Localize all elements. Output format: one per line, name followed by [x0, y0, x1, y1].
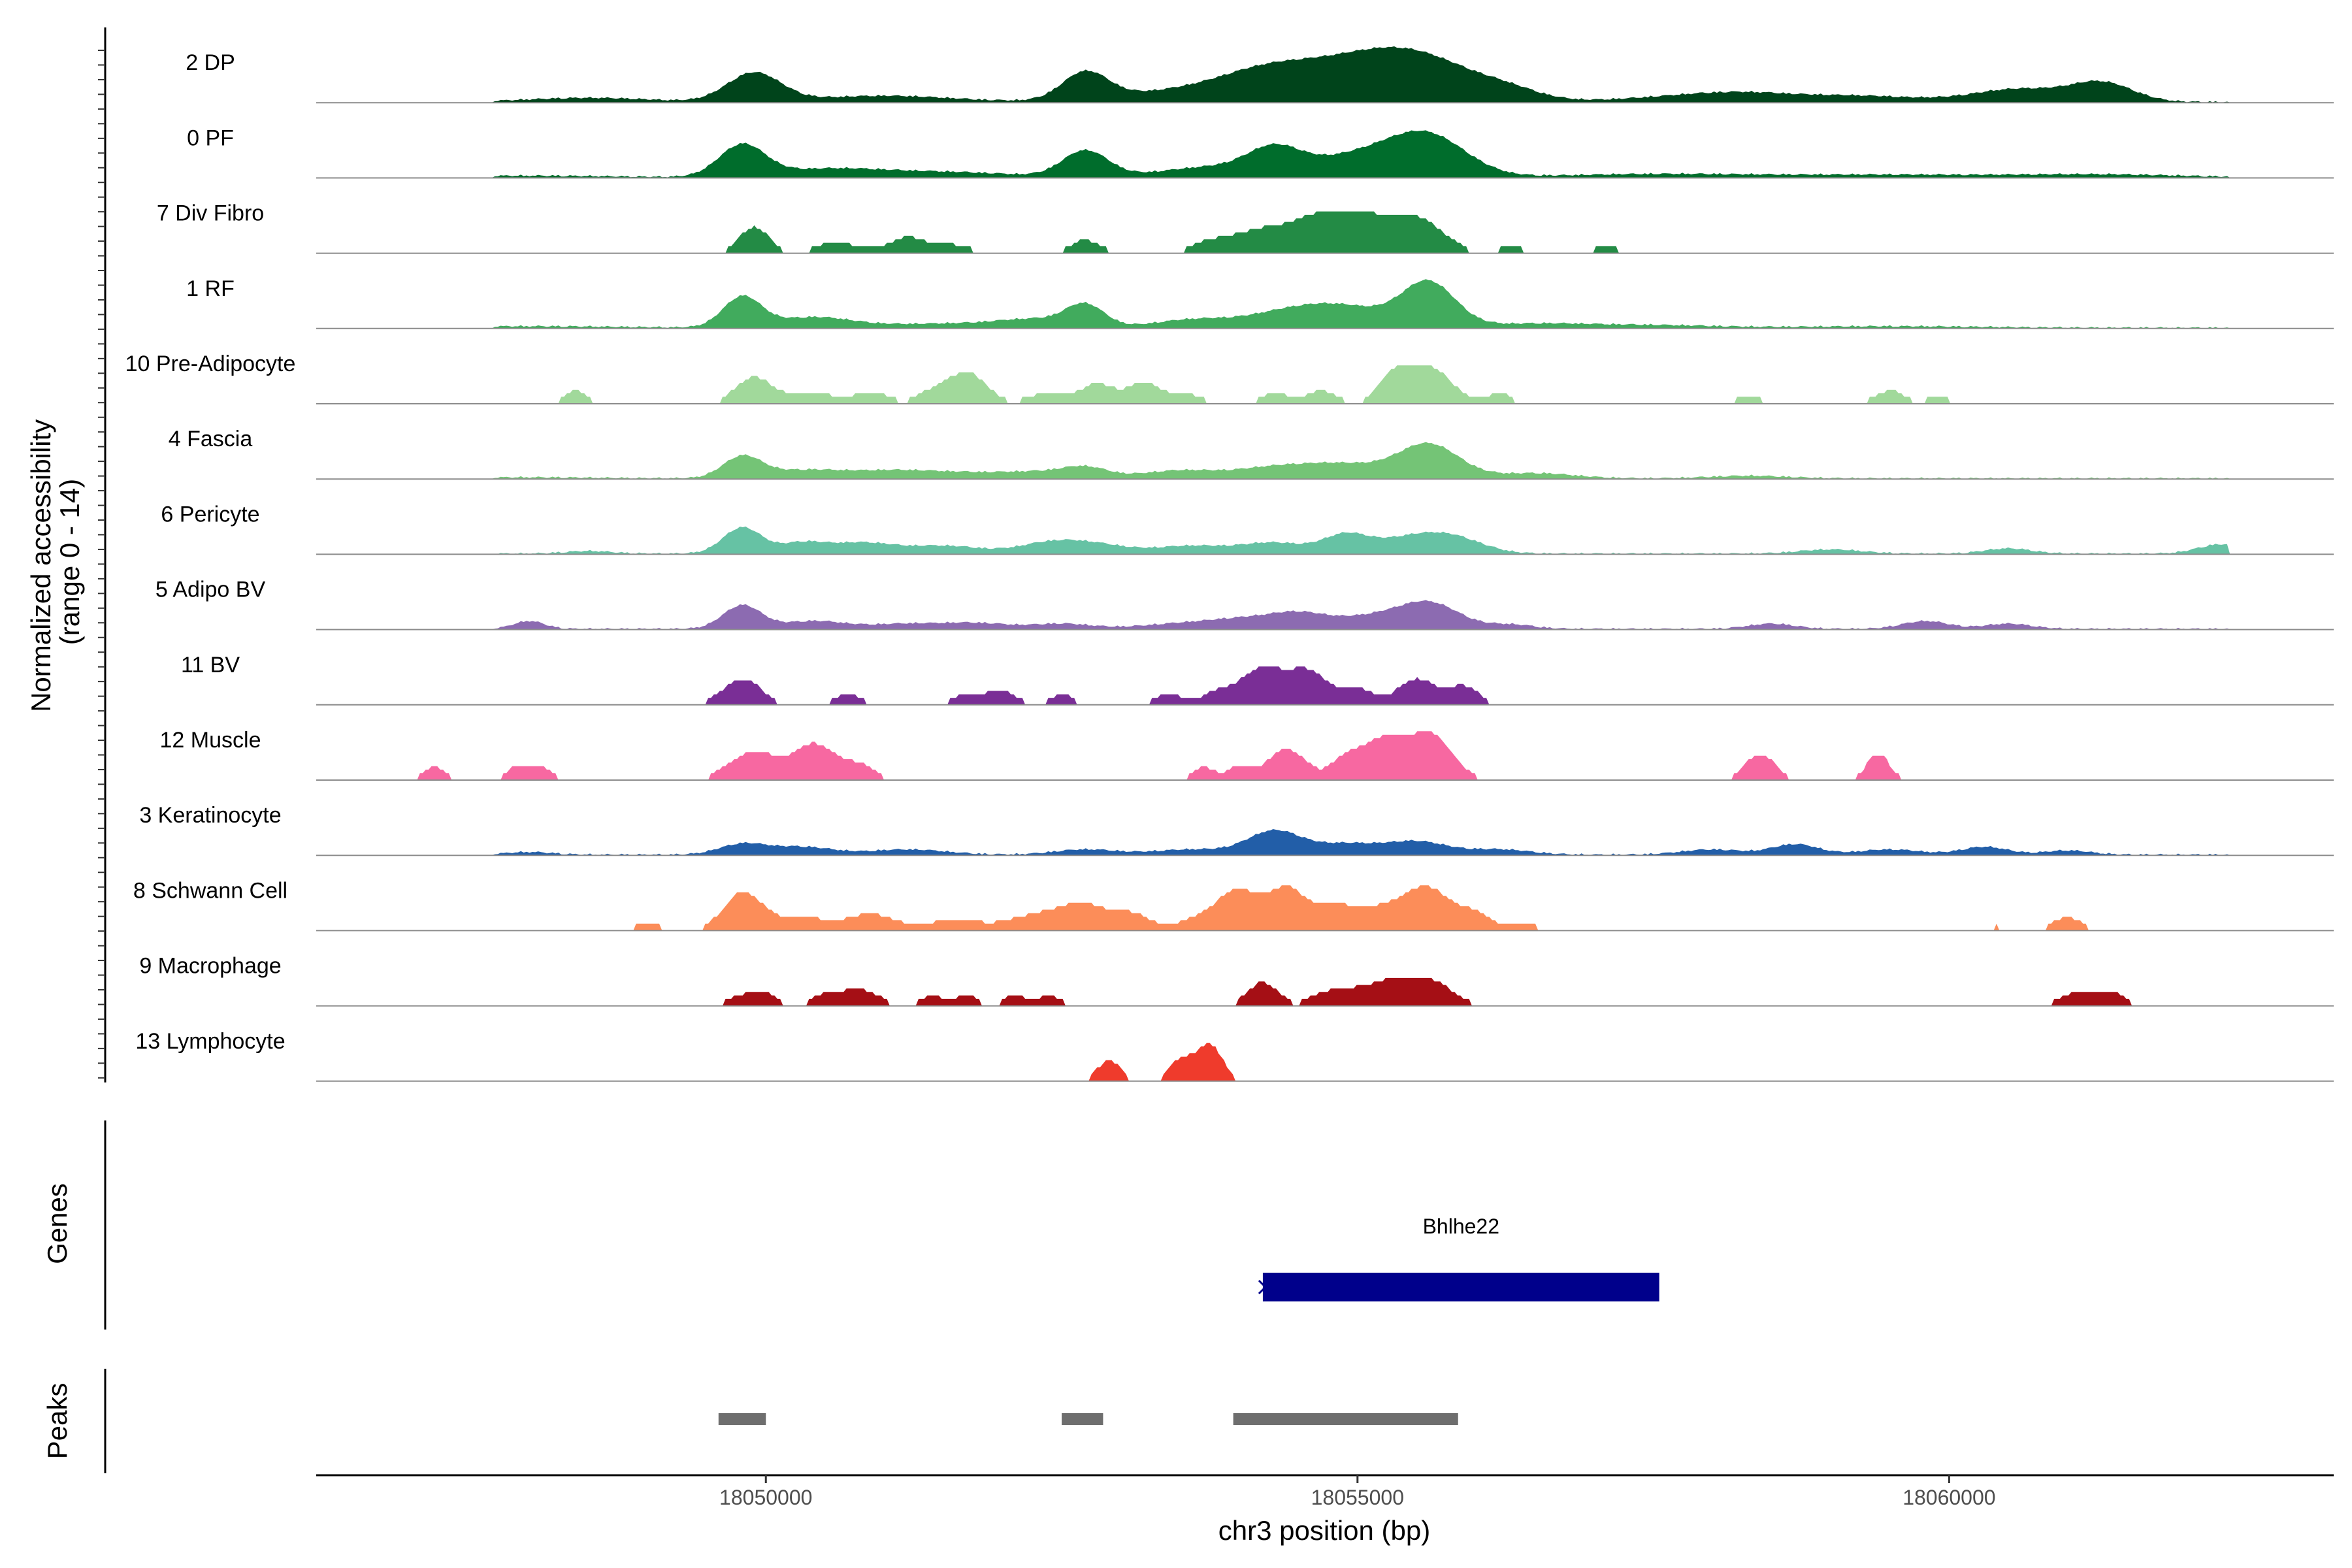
y-axis-title-line1: Normalized accessibility	[25, 419, 56, 712]
track-label: 1 RF	[186, 276, 235, 301]
coverage-area	[316, 600, 2334, 630]
track-label: 11 BV	[181, 653, 240, 678]
track-label: 7 Div Fibro	[157, 201, 264, 226]
track-label: 3 Keratinocyte	[139, 803, 281, 828]
x-tick-label: 18060000	[1903, 1486, 1995, 1509]
track: 10 Pre-Adipocyte	[125, 351, 2334, 404]
peaks-panel-title: Peaks	[42, 1383, 73, 1460]
track-label: 0 PF	[187, 125, 234, 150]
peak-region	[1062, 1413, 1103, 1425]
track: 2 DP	[186, 46, 2334, 104]
x-axis-title: chr3 position (bp)	[1218, 1515, 1431, 1546]
coverage-area	[316, 1043, 2334, 1081]
coverage-area	[316, 442, 2334, 480]
track: 13 Lymphocyte	[135, 1029, 2334, 1082]
gene-label: Bhlhe22	[1423, 1215, 1499, 1238]
coverage-area	[316, 885, 2334, 931]
x-axis: 18050000 18055000 18060000	[316, 1474, 2334, 1509]
y-axis-title-line2: (range 0 - 14)	[54, 479, 85, 645]
track-label: 8 Schwann Cell	[133, 878, 287, 903]
y-axis-title: Normalized accessibility (range 0 - 14)	[25, 412, 85, 712]
track-label: 4 Fascia	[169, 427, 253, 451]
track: 8 Schwann Cell	[133, 878, 2334, 932]
coverage-tracks: 2 DP 0 PF 7 Div Fibro 1 RF 10 Pre-Adipocyte 4…	[125, 46, 2334, 1082]
track-label: 9 Macrophage	[139, 954, 281, 979]
track: 12 Muscle	[160, 728, 2334, 781]
coverage-area	[316, 365, 2334, 404]
track-label: 2 DP	[186, 50, 235, 75]
coverage-area	[316, 526, 2334, 555]
coverage-area	[316, 977, 2334, 1006]
track: 4 Fascia	[169, 427, 2334, 480]
x-tick-label: 18055000	[1311, 1486, 1404, 1509]
track: 9 Macrophage	[139, 954, 2334, 1007]
genes-panel-title: Genes	[42, 1183, 73, 1264]
left-axes	[98, 27, 106, 1473]
track-label: 6 Pericyte	[161, 502, 259, 527]
coverage-area	[316, 279, 2334, 329]
gene-panel: Bhlhe22	[1258, 1215, 1659, 1301]
coverage-area	[316, 211, 2334, 253]
gene-body	[1262, 1273, 1659, 1301]
peak-region	[1233, 1413, 1458, 1425]
track-label: 12 Muscle	[160, 728, 261, 753]
coverage-area	[316, 130, 2334, 178]
coverage-area	[316, 731, 2334, 780]
coverage-area	[316, 666, 2334, 705]
track: 5 Adipo BV	[155, 578, 2334, 630]
track-label: 13 Lymphocyte	[135, 1029, 285, 1054]
track-label: 10 Pre-Adipocyte	[125, 351, 296, 376]
track: 1 RF	[186, 276, 2334, 329]
strand-arrow-icon	[1258, 1279, 1267, 1295]
track: 6 Pericyte	[161, 502, 2334, 555]
track: 3 Keratinocyte	[139, 803, 2334, 857]
track: 0 PF	[187, 125, 2334, 179]
track: 11 BV	[181, 653, 2334, 706]
coverage-area	[316, 46, 2334, 103]
peak-region	[718, 1413, 766, 1425]
x-tick-label: 18050000	[719, 1486, 812, 1509]
peak-panel	[718, 1413, 1458, 1425]
track-label: 5 Adipo BV	[155, 578, 266, 602]
track: 7 Div Fibro	[157, 201, 2334, 254]
coverage-area	[316, 829, 2334, 856]
